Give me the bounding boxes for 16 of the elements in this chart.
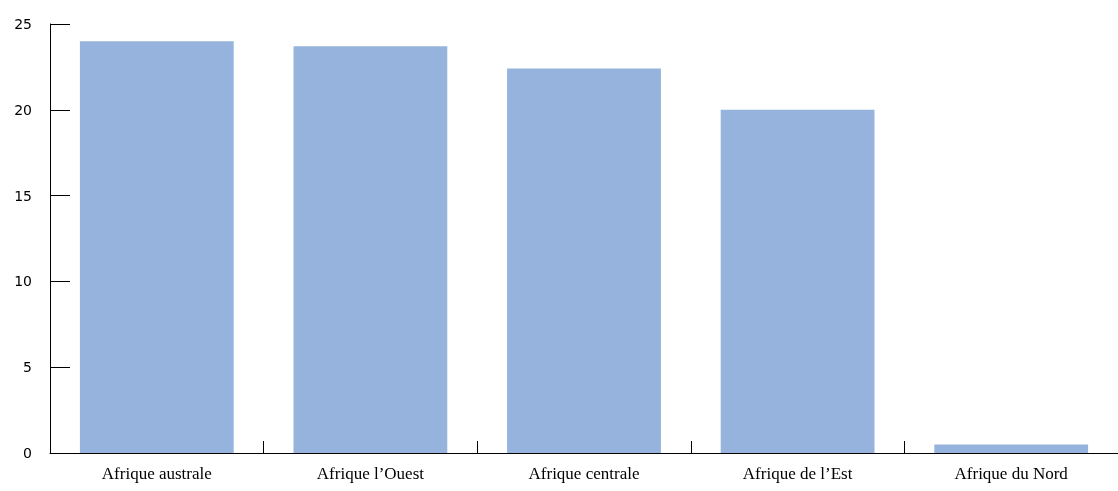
bar: [934, 444, 1089, 453]
bar: [79, 41, 234, 453]
y-tick-label: 0: [23, 445, 32, 461]
x-tick-label: Afrique l’Ouest: [316, 464, 425, 483]
x-tick-label: Afrique centrale: [528, 464, 640, 483]
x-tick-label: Afrique australe: [101, 464, 212, 483]
y-tick-label: 5: [23, 359, 32, 376]
x-tick-label: Afrique de l’Est: [742, 464, 853, 483]
bar: [293, 46, 448, 453]
bar: [720, 109, 875, 453]
y-tick-label: 10: [14, 273, 32, 290]
x-tick-label: Afrique du Nord: [954, 464, 1069, 483]
bar: [507, 68, 661, 453]
y-tick-label: 15: [14, 187, 32, 204]
y-tick-label: 25: [14, 16, 32, 32]
y-tick-label: 20: [14, 101, 32, 118]
